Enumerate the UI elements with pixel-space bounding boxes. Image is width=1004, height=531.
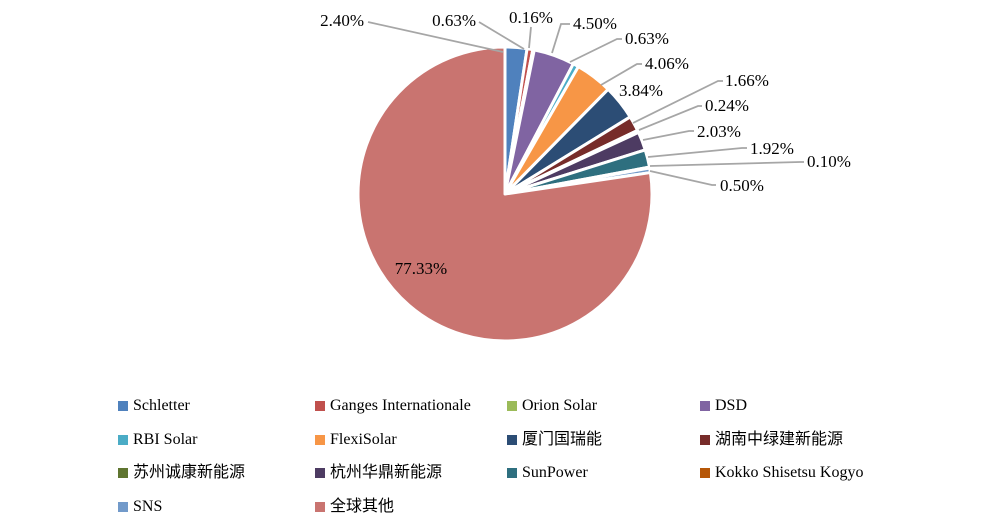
legend-label: DSD <box>715 396 748 414</box>
legend-swatch-icon <box>507 400 517 411</box>
leader-line-10 <box>642 130 694 141</box>
leader-line-8 <box>632 80 723 124</box>
legend-swatch-icon <box>315 501 325 512</box>
label-leader-lines <box>367 21 804 186</box>
leader-line-11 <box>647 147 747 158</box>
legend-item: RBI Solar <box>118 430 315 448</box>
legend-swatch-icon <box>118 434 128 445</box>
legend-item: Ganges Internationale <box>315 396 507 414</box>
pie-data-label: 0.10% <box>807 152 851 171</box>
pie-data-label: 4.06% <box>645 54 689 73</box>
pie-data-label: 2.03% <box>697 122 741 141</box>
legend-label: Ganges Internationale <box>330 396 471 414</box>
legend-swatch-icon <box>700 400 710 411</box>
leader-line-12 <box>649 161 804 167</box>
legend-swatch-icon <box>315 468 325 479</box>
legend-item: 厦门国瑞能 <box>507 430 700 448</box>
leader-line-9 <box>638 105 702 131</box>
legend-label: Schletter <box>133 396 190 414</box>
legend-swatch-icon <box>315 400 325 411</box>
legend-label: SunPower <box>522 464 588 482</box>
pie-data-label: 2.40% <box>320 11 364 30</box>
pie-data-label: 0.24% <box>705 96 749 115</box>
pie-data-label: 0.63% <box>432 11 476 30</box>
legend-item: Schletter <box>118 396 315 414</box>
pie-data-label: 1.92% <box>750 139 794 158</box>
leader-line-6 <box>600 63 642 86</box>
legend-item: 全球其他 <box>315 497 507 515</box>
legend-item: FlexiSolar <box>315 430 507 448</box>
legend-swatch-icon <box>118 400 128 411</box>
legend-swatch-icon <box>315 434 325 445</box>
legend-item: 苏州诚康新能源 <box>118 465 315 481</box>
legend-item: SunPower <box>507 465 700 481</box>
legend-swatch-icon <box>507 468 517 479</box>
legend-item: 湖南中绿建新能源 <box>700 430 940 448</box>
leader-line-3 <box>528 26 532 49</box>
legend-swatch-icon <box>700 468 710 479</box>
pie-data-label: 4.50% <box>573 14 617 33</box>
legend-label: Kokko Shisetsu Kogyo <box>715 464 864 482</box>
legend-item: DSD <box>700 396 940 414</box>
pie-slice-14 <box>356 45 654 343</box>
legend-label: 湖南中绿建新能源 <box>715 430 844 448</box>
pie-data-label: 3.84% <box>619 81 663 100</box>
leader-line-2 <box>478 21 525 50</box>
pie-data-label: 77.33% <box>395 259 447 278</box>
legend-label: SNS <box>133 497 163 515</box>
leader-line-1 <box>367 21 504 53</box>
legend-label: RBI Solar <box>133 430 198 448</box>
legend-label: 杭州华鼎新能源 <box>330 464 443 482</box>
legend-item: Orion Solar <box>507 396 700 414</box>
legend-label: 苏州诚康新能源 <box>133 464 246 482</box>
pie-data-label: 0.50% <box>720 176 764 195</box>
pie-data-labels: 2.40% 0.63% 0.16% 4.50% 0.63% 4.06% 3.84% 1.66%… <box>320 8 851 278</box>
legend-label: FlexiSolar <box>330 430 397 448</box>
legend-swatch-icon <box>507 434 517 445</box>
legend-label: 全球其他 <box>330 497 395 515</box>
pie-data-label: 0.63% <box>625 29 669 48</box>
pie-chart-svg: 2.40% 0.63% 0.16% 4.50% 0.63% 4.06% 3.84% 1.66%… <box>320 8 851 343</box>
leader-line-5 <box>569 38 622 63</box>
legend-swatch-icon <box>118 468 128 479</box>
legend-swatch-icon <box>118 501 128 512</box>
leader-line-4 <box>551 23 570 54</box>
pie-data-label: 0.16% <box>509 8 553 27</box>
legend-item: 杭州华鼎新能源 <box>315 465 507 481</box>
chart-legend: Schletter Ganges Internationale Orion Sola… <box>118 389 940 524</box>
legend-item: Kokko Shisetsu Kogyo <box>700 465 940 481</box>
leader-line-13 <box>649 170 716 186</box>
pie-slices <box>356 45 654 343</box>
legend-swatch-icon <box>700 434 710 445</box>
legend-item: SNS <box>118 497 315 515</box>
legend-label: Orion Solar <box>522 396 598 414</box>
legend-label: 厦门国瑞能 <box>522 430 603 448</box>
pie-data-label: 1.66% <box>725 71 769 90</box>
